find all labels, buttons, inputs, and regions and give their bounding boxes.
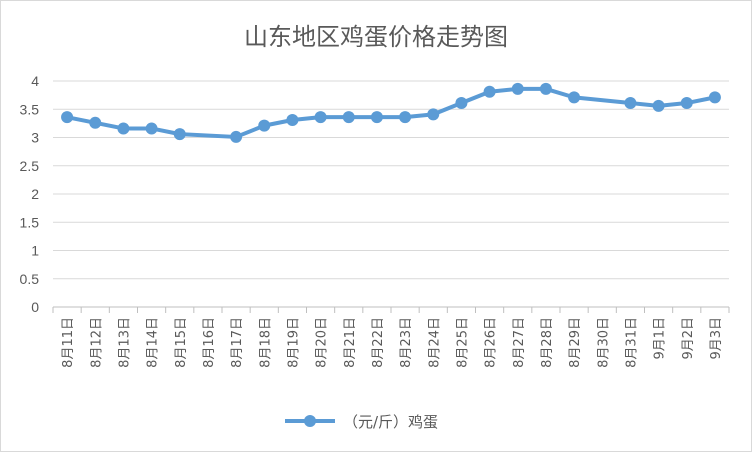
x-tick-label: 8月29日 [568, 317, 583, 368]
series-line-0 [65, 86, 717, 139]
x-tick-label: 8月30日 [596, 317, 611, 368]
y-tick-label: 1 [31, 243, 39, 259]
chart-title: 山东地区鸡蛋价格走势图 [244, 23, 508, 51]
y-tick-label: 3.5 [20, 101, 40, 117]
y-tick-label: 0.5 [20, 271, 40, 287]
x-tick-label: 8月26日 [484, 317, 499, 368]
y-tick-label: 1.5 [20, 214, 40, 230]
y-tick-label: 3 [31, 130, 39, 146]
legend: （元/斤）鸡蛋 [285, 413, 438, 431]
series-layer [61, 82, 721, 143]
x-tick-label: 8月22日 [371, 317, 386, 368]
y-tick-label: 2.5 [20, 158, 40, 174]
y-axis: 0 0.5 1 1.5 2 2.5 3 3.5 4 [20, 73, 40, 315]
data-point [680, 97, 693, 110]
x-tick-label: 8月11日 [61, 317, 76, 368]
legend-point-marker [304, 415, 316, 427]
data-point [399, 111, 412, 124]
data-point [370, 111, 383, 124]
legend-label: （元/斤）鸡蛋 [343, 413, 438, 431]
x-tick-label: 8月17日 [230, 317, 245, 368]
x-tick-label: 8月28日 [540, 317, 555, 368]
data-point [286, 113, 299, 126]
x-tick-label: 8月23日 [399, 317, 414, 368]
data-point [483, 85, 496, 98]
grid-layer [53, 80, 729, 308]
x-tick-label: 9月1日 [653, 317, 668, 360]
data-point [539, 82, 552, 95]
data-point [89, 116, 102, 129]
data-point [61, 111, 74, 124]
data-point [314, 111, 327, 124]
x-tick-label: 8月24日 [427, 317, 442, 368]
y-tick-label: 2 [31, 186, 39, 202]
x-tick-label: 8月20日 [315, 317, 330, 368]
data-point [511, 82, 524, 95]
data-point [427, 108, 440, 121]
x-tick-label: 9月2日 [681, 317, 696, 360]
x-tick-label: 8月19日 [286, 317, 301, 368]
data-point [624, 97, 637, 110]
x-tick-label: 8月31日 [624, 317, 639, 368]
x-tick-label: 8月13日 [117, 317, 132, 368]
x-axis: 8月11日 8月12日 8月13日 8月14日 8月15日 8月16日 8月17日 8月18日… [52, 307, 730, 368]
data-point [342, 111, 355, 124]
x-tick-label: 8月18日 [258, 317, 273, 368]
x-tick-label: 8月12日 [89, 317, 104, 368]
data-point [173, 128, 186, 141]
x-tick-label: 8月27日 [512, 317, 527, 368]
data-point [117, 122, 130, 135]
x-tick-label: 8月21日 [343, 317, 358, 368]
x-tick-label: 9月3日 [709, 317, 724, 360]
data-point [455, 97, 468, 110]
data-point [708, 91, 721, 104]
data-point [145, 122, 158, 135]
x-tick-label: 8月14日 [146, 317, 161, 368]
data-point [258, 119, 271, 132]
x-tick-label: 8月16日 [202, 317, 217, 368]
x-tick-label: 8月25日 [455, 317, 470, 368]
data-point [230, 130, 243, 143]
y-tick-label: 0 [31, 299, 39, 315]
x-tick-label: 8月15日 [174, 317, 189, 368]
data-point [652, 99, 665, 112]
y-tick-label: 4 [31, 73, 39, 89]
data-point [568, 91, 581, 104]
